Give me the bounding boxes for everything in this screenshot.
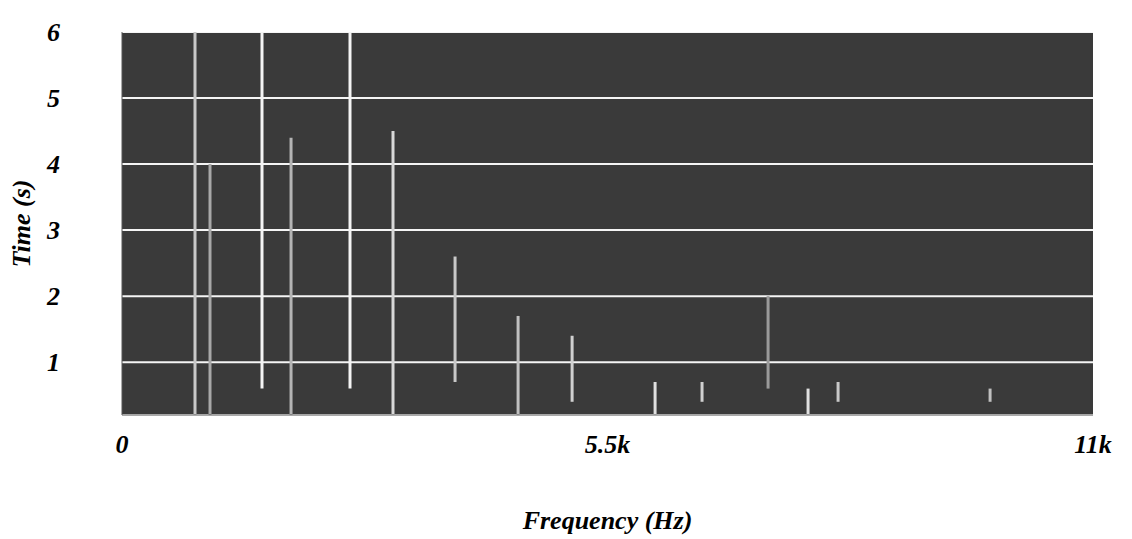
svg-text:11k: 11k: [1074, 430, 1112, 459]
svg-text:1: 1: [47, 348, 60, 377]
svg-text:5.5k: 5.5k: [585, 430, 631, 459]
svg-text:5: 5: [47, 84, 60, 113]
svg-text:Time (s): Time (s): [7, 180, 36, 268]
svg-text:2: 2: [46, 282, 60, 311]
svg-text:Frequency (Hz): Frequency (Hz): [522, 506, 693, 535]
svg-text:6: 6: [47, 18, 60, 47]
svg-text:0: 0: [116, 430, 129, 459]
svg-text:4: 4: [46, 150, 60, 179]
svg-text:3: 3: [46, 216, 60, 245]
